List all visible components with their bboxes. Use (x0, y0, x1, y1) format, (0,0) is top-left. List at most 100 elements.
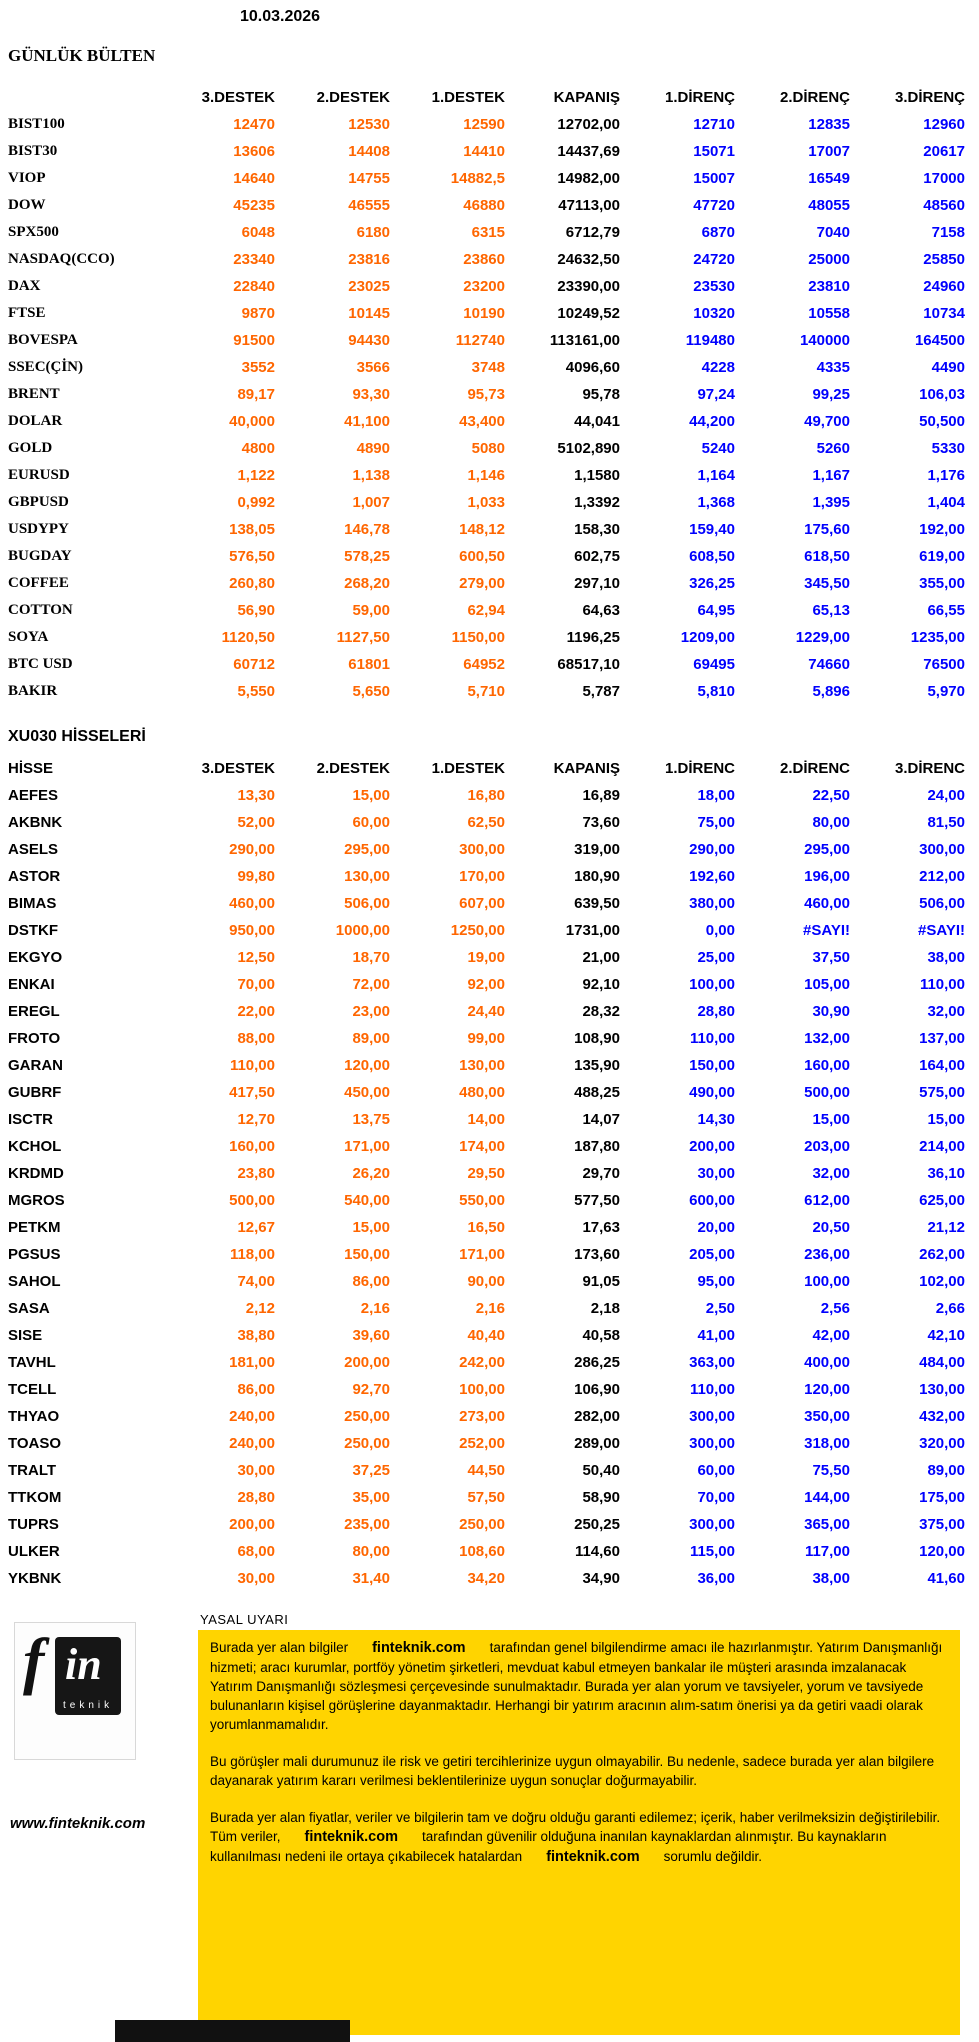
support-value: 37,25 (352, 1462, 390, 1479)
resistance-value: 25,00 (697, 949, 735, 966)
row-label: SSEC(ÇİN) (8, 359, 84, 375)
resistance-value: 25000 (808, 251, 850, 268)
row-label: BAKIR (8, 683, 58, 699)
row-label: SPX500 (8, 224, 59, 240)
report-date: 10.03.2026 (240, 8, 321, 25)
resistance-value: 38,00 (927, 949, 965, 966)
support-value: 40,40 (467, 1327, 505, 1344)
support-value: 450,00 (344, 1084, 390, 1101)
resistance-value: 326,25 (689, 575, 735, 592)
logo-f-text: f (23, 1625, 45, 1696)
support-value: 95,73 (467, 386, 505, 403)
close-value: 289,00 (574, 1435, 620, 1452)
close-value: 14982,00 (557, 170, 620, 187)
resistance-value: 1,164 (697, 467, 735, 484)
row-label: DAX (8, 278, 41, 294)
resistance-value: 69495 (693, 656, 735, 673)
resistance-value: 15,00 (927, 1111, 965, 1128)
support-value: 91500 (233, 332, 275, 349)
close-value: 12702,00 (557, 116, 620, 133)
close-value: 23390,00 (557, 278, 620, 295)
resistance-value: 21,12 (927, 1219, 965, 1236)
resistance-value: 400,00 (804, 1354, 850, 1371)
support-value: 1120,50 (221, 629, 275, 646)
resistance-value: 12835 (808, 116, 850, 133)
table-row: TUPRS 200,00 235,00 250,00 250,25 300,00 365,0… (8, 1511, 965, 1538)
close-value: 6712,79 (565, 224, 620, 241)
close-value: 50,40 (582, 1462, 620, 1479)
resistance-value: 4490 (931, 359, 965, 376)
resistance-value: 95,00 (697, 1273, 735, 1290)
close-value: 250,25 (574, 1516, 620, 1533)
resistance-value: 290,00 (689, 841, 735, 858)
bulletin-table-header: 3.DESTEK 2.DESTEK 1.DESTEK KAPANIŞ 1.DİRENÇ 2… (8, 84, 965, 111)
support-value: 279,00 (459, 575, 505, 592)
close-value: 180,90 (574, 868, 620, 885)
resistance-value: 97,24 (697, 386, 735, 403)
disclaimer-text: sorumlu değildir. (663, 1849, 762, 1864)
row-label: KRDMD (8, 1165, 64, 1182)
support-value: 40,000 (229, 413, 275, 430)
resistance-value: 5,896 (812, 683, 850, 700)
resistance-value: 75,00 (697, 814, 735, 831)
support-value: 22,00 (237, 1003, 275, 1020)
disclaimer-text: Bu görüşler mali durumunuz ile risk ve g… (210, 1754, 935, 1788)
support-value: 44,50 (467, 1462, 505, 1479)
column-header: KAPANIŞ (553, 760, 620, 777)
support-value: 92,00 (467, 976, 505, 993)
support-value: 23200 (463, 278, 505, 295)
table-row: AEFES 13,30 15,00 16,80 16,89 18,00 22,50 24,00 (8, 782, 965, 809)
support-value: 146,78 (344, 521, 390, 538)
support-value: 460,00 (229, 895, 275, 912)
support-value: 1150,00 (451, 629, 505, 646)
table-row: VIOP 14640 14755 14882,5 14982,00 15007 16549 1… (8, 165, 965, 192)
resistance-value: 205,00 (689, 1246, 735, 1263)
resistance-value: 1,404 (927, 494, 965, 511)
support-value: 52,00 (237, 814, 275, 831)
resistance-value: 575,00 (919, 1084, 965, 1101)
support-value: 13,30 (237, 787, 275, 804)
support-value: 5080 (471, 440, 505, 457)
column-header: 1.DİRENC (664, 760, 735, 777)
row-label: FTSE (8, 305, 46, 321)
support-value: 41,100 (344, 413, 390, 430)
resistance-value: 15007 (693, 170, 735, 187)
website-link[interactable]: www.finteknik.com (10, 1815, 146, 1832)
disclaimer-text: tarafından genel bilgilendirme amacı ile… (210, 1640, 943, 1732)
close-value: 92,10 (582, 976, 620, 993)
table-row: KCHOL 160,00 171,00 174,00 187,80 200,00 203,0… (8, 1133, 965, 1160)
resistance-value: 300,00 (919, 841, 965, 858)
support-value: 60712 (233, 656, 275, 673)
close-value: 64,63 (582, 602, 620, 619)
row-label: PETKM (8, 1219, 61, 1236)
disclaimer-paragraph: Bu görüşler mali durumunuz ile risk ve g… (210, 1752, 948, 1790)
support-value: 130,00 (344, 868, 390, 885)
support-value: 45235 (233, 197, 275, 214)
support-value: 57,50 (467, 1489, 505, 1506)
support-value: 60,00 (352, 814, 390, 831)
close-value: 2,18 (590, 1300, 620, 1317)
resistance-value: 0,00 (705, 922, 735, 939)
table-row: TRALT 30,00 37,25 44,50 50,40 60,00 75,50 89,00 (8, 1457, 965, 1484)
resistance-value: 110,00 (689, 1381, 735, 1398)
table-row: PETKM 12,67 15,00 16,50 17,63 20,00 20,50 21,12 (8, 1214, 965, 1241)
stocks-table-body: AEFES 13,30 15,00 16,80 16,89 18,00 22,50 24,00… (8, 782, 965, 1592)
table-row: ISCTR 12,70 13,75 14,00 14,07 14,30 15,00 15,00 (8, 1106, 965, 1133)
resistance-value: 70,00 (697, 1489, 735, 1506)
close-value: 158,30 (574, 521, 620, 538)
support-value: 23,80 (237, 1165, 275, 1182)
resistance-value: 100,00 (804, 1273, 850, 1290)
row-label: NASDAQ(CCO) (8, 251, 115, 267)
table-row: ENKAI 70,00 72,00 92,00 92,10 100,00 105,00 110… (8, 971, 965, 998)
close-value: 297,10 (574, 575, 620, 592)
support-value: 34,20 (467, 1570, 505, 1587)
row-label: ULKER (8, 1543, 60, 1560)
row-label: BRENT (8, 386, 60, 402)
support-value: 12,67 (237, 1219, 275, 1236)
support-value: 2,16 (360, 1300, 390, 1317)
resistance-value: 7040 (816, 224, 850, 241)
close-value: 21,00 (582, 949, 620, 966)
column-header: 3.DİRENÇ (894, 89, 965, 106)
resistance-value: 22,50 (812, 787, 850, 804)
table-row: COTTON 56,90 59,00 62,94 64,63 64,95 65,13 66,5… (8, 597, 965, 624)
